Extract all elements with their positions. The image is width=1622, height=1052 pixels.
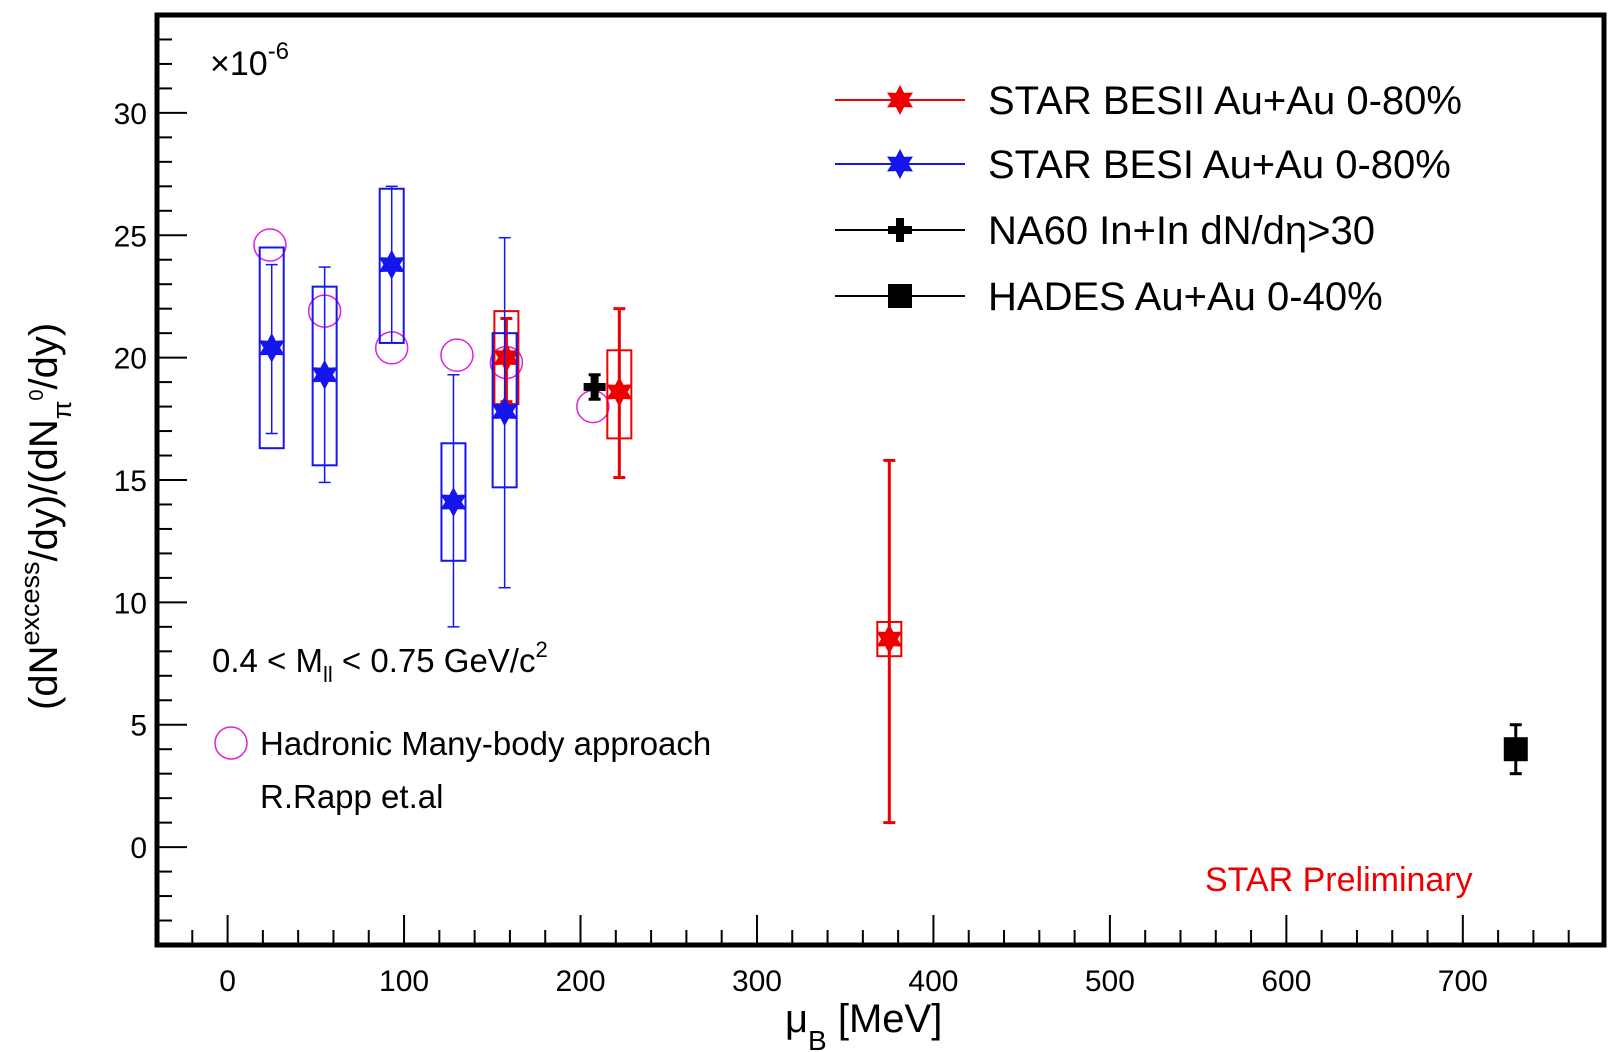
mass-range-annotation: 0.4 < Mll < 0.75 GeV/c2 [212, 637, 548, 687]
y-tick-label: 20 [114, 343, 147, 376]
data-point-star [258, 332, 285, 363]
data-point-star [876, 624, 903, 655]
y-tick-label: 10 [114, 587, 147, 620]
x-tick-label: 600 [1261, 965, 1311, 998]
data-point-star [440, 487, 467, 517]
data-point-cross [590, 376, 599, 398]
data-point-star [493, 342, 520, 373]
data-point-square [1503, 737, 1528, 762]
preliminary-label: STAR Preliminary [1205, 861, 1473, 899]
model-point [253, 228, 287, 262]
x-tick-labels: 0 100 200 300 400 500 600 700 [219, 965, 1488, 998]
x-tick-label: 700 [1438, 965, 1488, 998]
legend: STAR BESII Au+Au 0-80% STAR BESI Au+Au 0… [835, 79, 1462, 319]
model-point [440, 338, 474, 372]
x-tick-label: 400 [908, 965, 958, 998]
y-tick-label: 25 [114, 220, 147, 253]
y-tick-label: 30 [114, 98, 147, 131]
legend-label-hades: HADES Au+Au 0-40% [988, 275, 1383, 319]
data-marks [253, 185, 1528, 825]
x-tick-label: 100 [379, 965, 429, 998]
y-tick-label: 5 [130, 710, 147, 743]
x-tick-label: 500 [1085, 965, 1135, 998]
y-tick-label: 0 [130, 832, 147, 865]
x-tick-label: 300 [732, 965, 782, 998]
x-tick-label: 0 [219, 965, 236, 998]
legend-label-besii: STAR BESII Au+Au 0-80% [988, 79, 1462, 123]
data-point-star [378, 249, 405, 280]
legend-marker-hades [888, 284, 912, 308]
y-tick-labels: 0 5 10 15 20 25 30 [114, 98, 147, 865]
x-tick-label: 200 [555, 965, 605, 998]
model-legend-line1: Hadronic Many-body approach [260, 725, 711, 762]
legend-label-na60: NA60 In+In dN/dη>30 [988, 209, 1375, 253]
data-point-star [606, 376, 633, 407]
y-tick-label: 15 [114, 465, 147, 498]
systematic-box [258, 246, 285, 450]
model-legend-marker [214, 726, 248, 760]
plot-frame [154, 12, 1607, 948]
legend-marker-besii [887, 85, 913, 115]
legend-label-besi: STAR BESI Au+Au 0-80% [988, 143, 1451, 187]
model-legend-line2: R.Rapp et.al [260, 778, 443, 815]
data-point-star [311, 359, 338, 390]
x-axis-title: μB [MeV] [785, 997, 942, 1052]
y-axis-title: (dNexcess/dy)/(dNπ0/dy) [15, 323, 77, 710]
y-multiplier: ×10-6 [210, 38, 289, 83]
legend-marker-na60-v [896, 218, 904, 242]
legend-marker-besi [887, 149, 913, 179]
data-point-star [491, 396, 518, 427]
